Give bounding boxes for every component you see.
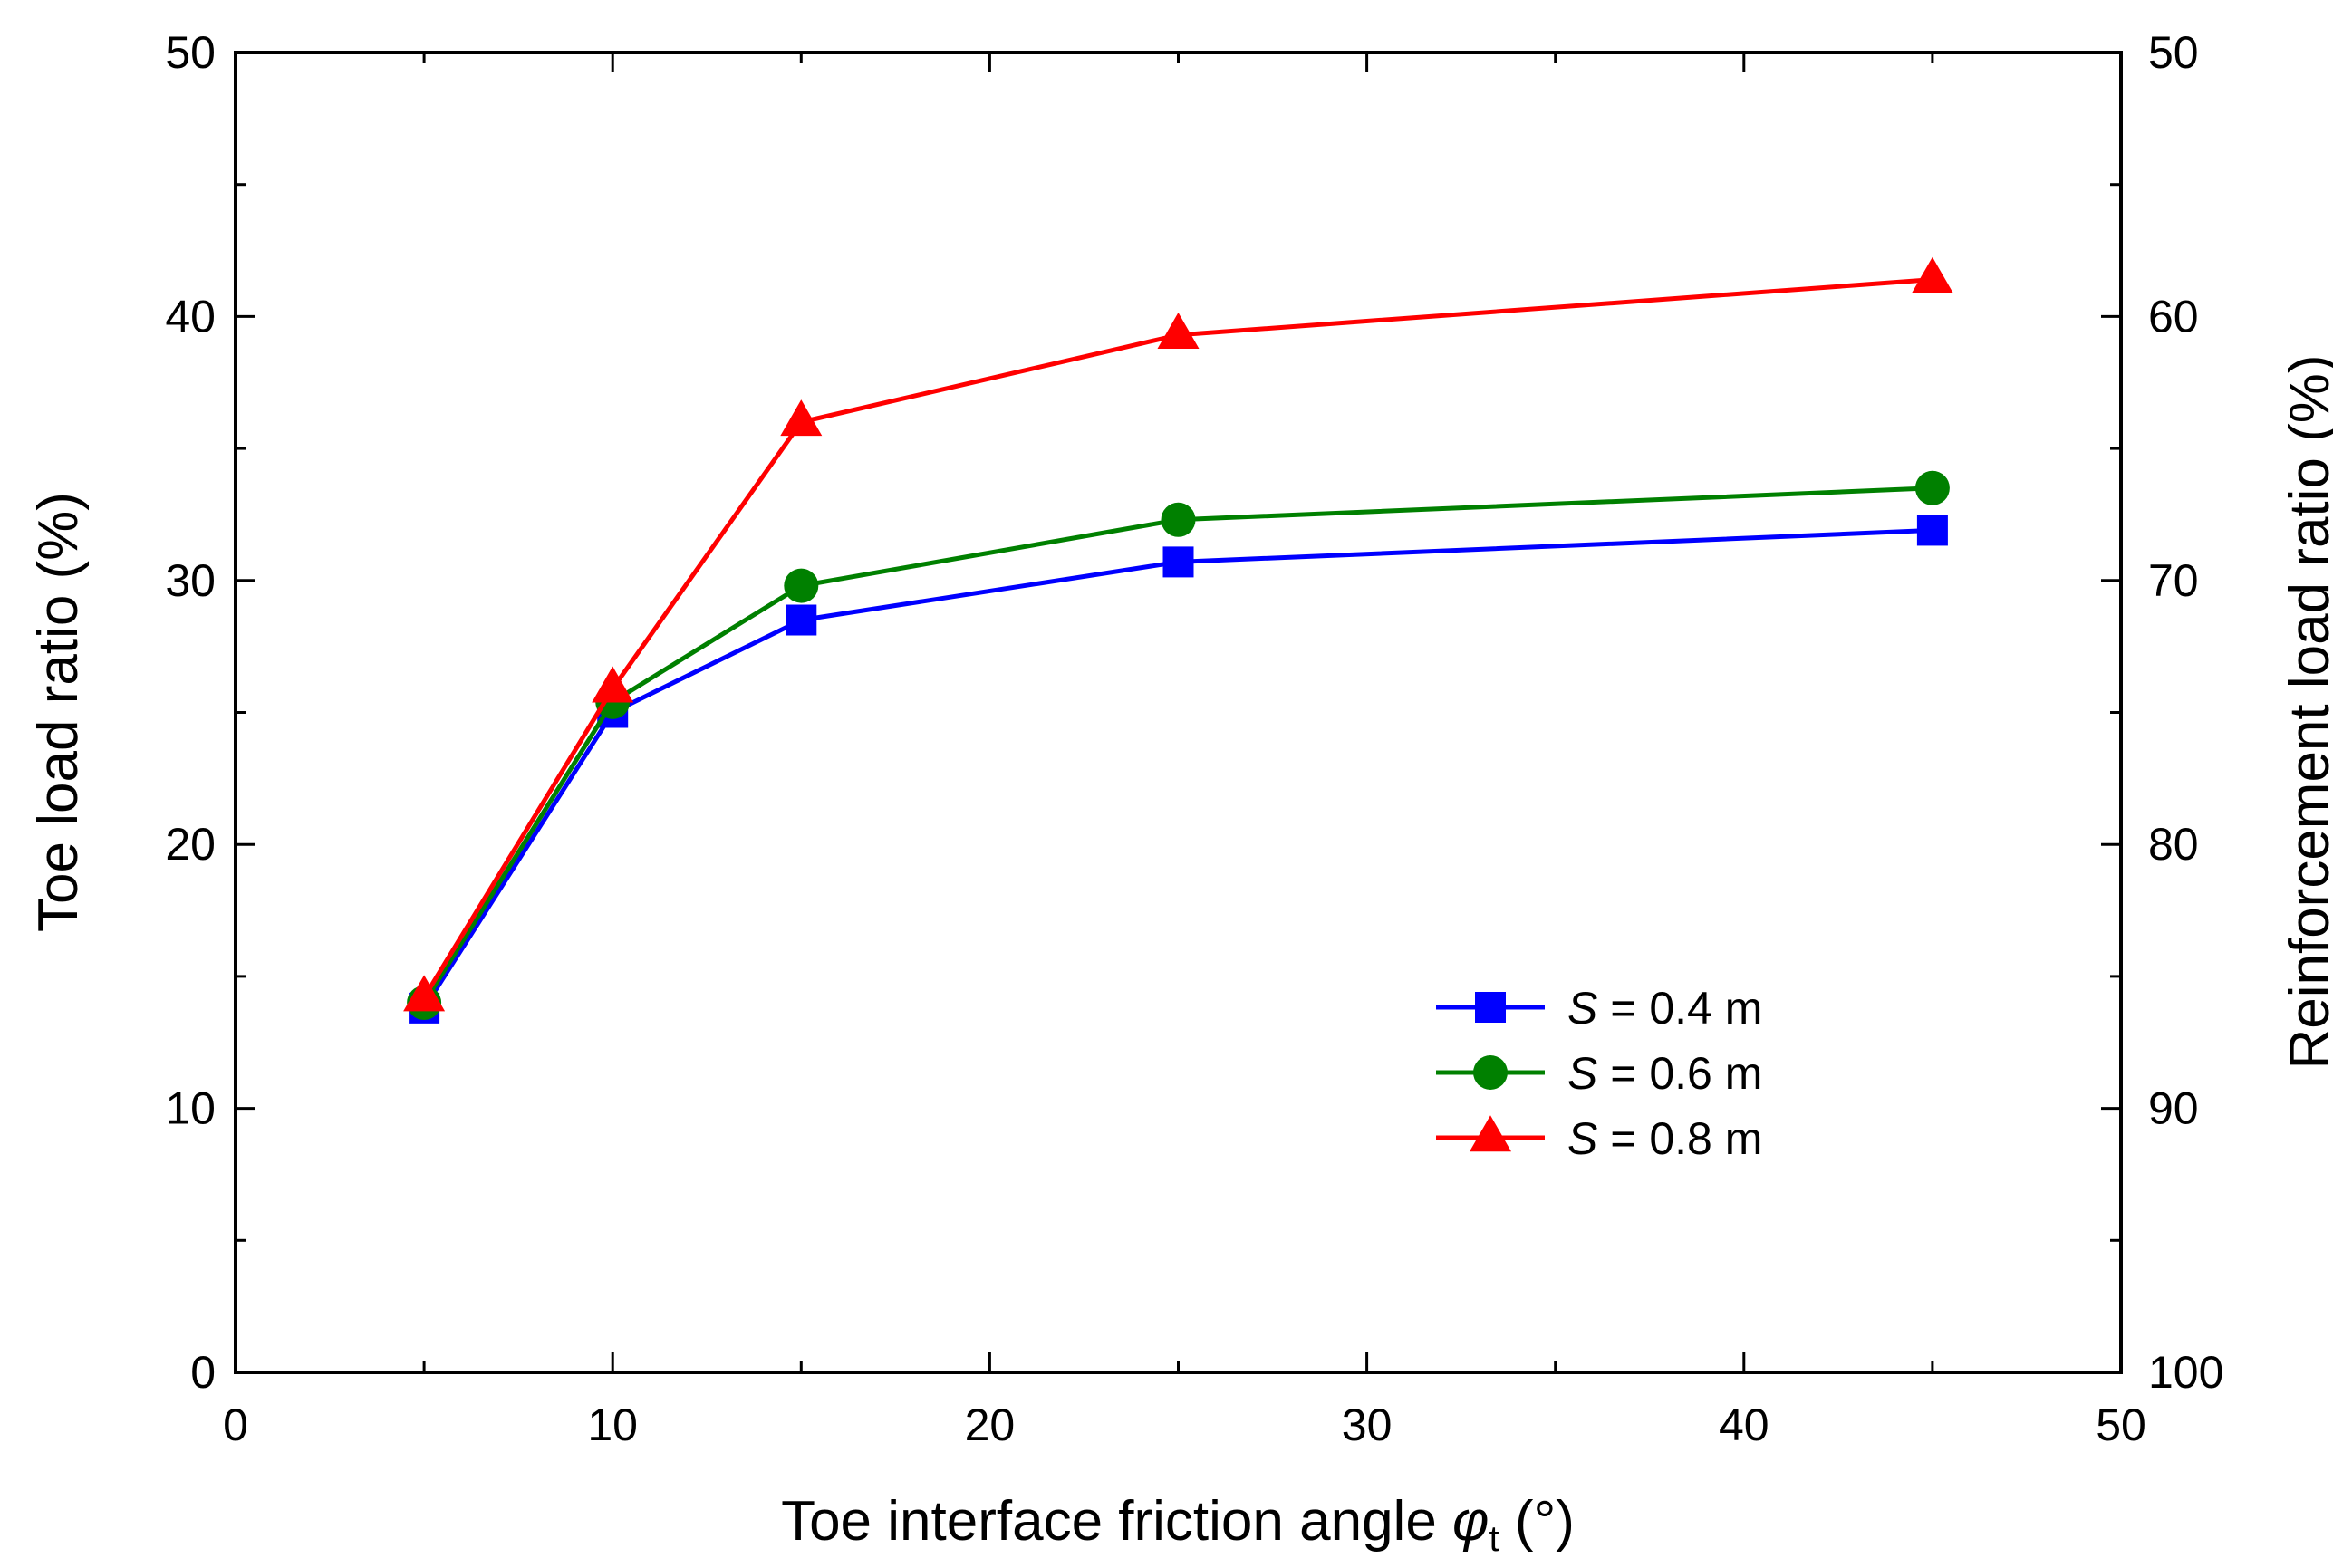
- y2-axis-title: Reinforcement load ratio (%): [2279, 354, 2333, 1069]
- legend: S = 0.4 mS = 0.6 mS = 0.8 m: [1436, 983, 1762, 1164]
- y-axis-title: Toe load ratio (%): [27, 492, 90, 932]
- y2-tick-label: 60: [2148, 291, 2199, 341]
- data-point: [1161, 502, 1196, 537]
- y-tick-label: 0: [190, 1347, 216, 1398]
- x-tick-label: 30: [1342, 1400, 1393, 1450]
- x-tick-label: 50: [2096, 1400, 2146, 1450]
- data-point: [1914, 470, 1950, 505]
- legend-marker: [1475, 992, 1506, 1023]
- legend-marker: [1470, 1115, 1511, 1152]
- data-point: [1916, 515, 1948, 546]
- data-point: [1162, 546, 1194, 578]
- data-point: [784, 568, 819, 603]
- x-tick-label: 0: [223, 1400, 248, 1450]
- y-tick-label: 20: [165, 819, 216, 870]
- legend-label-rest: = 0.8 m: [1597, 1113, 1762, 1164]
- y-tick-label: 30: [165, 555, 216, 606]
- y-tick-label: 10: [165, 1083, 216, 1134]
- y2-tick-label: 80: [2148, 819, 2199, 870]
- legend-label-rest: = 0.6 m: [1597, 1048, 1762, 1099]
- data-point: [786, 604, 817, 636]
- x-tick-label: 20: [965, 1400, 1016, 1450]
- y2-tick-label: 90: [2148, 1083, 2199, 1134]
- legend-item: S = 0.6 m: [1436, 1048, 1762, 1099]
- y-tick-label: 50: [165, 27, 216, 78]
- legend-item: S = 0.8 m: [1436, 1113, 1762, 1164]
- legend-label-var: S: [1567, 1113, 1597, 1164]
- data-point: [403, 975, 446, 1012]
- data-point: [592, 666, 634, 703]
- x-axis-title-subscript: t: [1489, 1519, 1499, 1559]
- legend-label: S = 0.6 m: [1567, 1048, 1762, 1099]
- data-point: [1157, 312, 1200, 349]
- x-axis-title-text: Toe interface friction angle: [781, 1490, 1452, 1553]
- x-axis-title-symbol: φ: [1452, 1490, 1489, 1553]
- y2-tick-label: 50: [2148, 27, 2199, 78]
- series-layer: [403, 256, 1953, 1024]
- series-3: [403, 256, 1953, 1012]
- data-point: [780, 399, 823, 437]
- y-tick-label: 40: [165, 291, 216, 341]
- data-point: [1911, 256, 1953, 293]
- legend-item: S = 0.4 m: [1436, 983, 1762, 1034]
- y2-tick-label: 70: [2148, 555, 2199, 606]
- legend-label: S = 0.4 m: [1567, 983, 1762, 1034]
- plot-frame: [234, 51, 2123, 1374]
- legend-label-var: S: [1567, 983, 1597, 1034]
- legend-label-var: S: [1567, 1048, 1597, 1099]
- legend-label-rest: = 0.4 m: [1597, 983, 1762, 1034]
- x-axis-title-unit: (°): [1499, 1490, 1575, 1553]
- legend-marker: [1473, 1055, 1508, 1090]
- y2-tick-label: 100: [2148, 1347, 2223, 1398]
- x-tick-label: 40: [1719, 1400, 1769, 1450]
- x-axis-title: Toe interface friction angle φt (°): [781, 1490, 1575, 1559]
- x-tick-label: 10: [587, 1400, 638, 1450]
- legend-label: S = 0.8 m: [1567, 1113, 1762, 1164]
